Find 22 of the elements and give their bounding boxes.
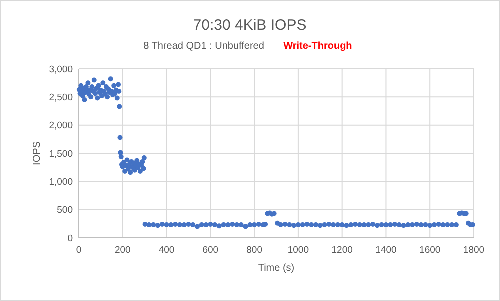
x-tick-label: 1200 [332, 245, 353, 256]
x-axis-title: Time (s) [258, 263, 295, 274]
y-axis-title: IOPS [32, 141, 43, 166]
y-tick-label: 500 [57, 205, 73, 216]
x-tick-label: 1600 [420, 245, 441, 256]
x-tick-label: 800 [246, 245, 262, 256]
y-tick-label: 3,000 [49, 64, 73, 76]
chart-subtitle: 8 Thread QD1 : Unbuffered [144, 41, 264, 52]
y-tick-label: 1,500 [49, 148, 73, 160]
chart-title: 70:30 4KiB IOPS [193, 17, 307, 34]
y-tick-label: 2,000 [49, 120, 73, 132]
y-tick-label: 1,000 [49, 176, 73, 188]
text: Write-Through [284, 41, 352, 52]
x-tick-label: 600 [202, 245, 219, 256]
x-tick-label: 1800 [463, 245, 485, 256]
x-tick-label: 400 [158, 245, 175, 256]
x-tick-label: 1000 [288, 245, 310, 256]
x-tick-label: 1400 [376, 245, 397, 256]
x-tick-label: 200 [114, 245, 131, 256]
y-tick-label: 0 [68, 233, 73, 244]
y-tick-label: 2,500 [49, 92, 73, 104]
x-tick-label: 0 [76, 245, 82, 256]
